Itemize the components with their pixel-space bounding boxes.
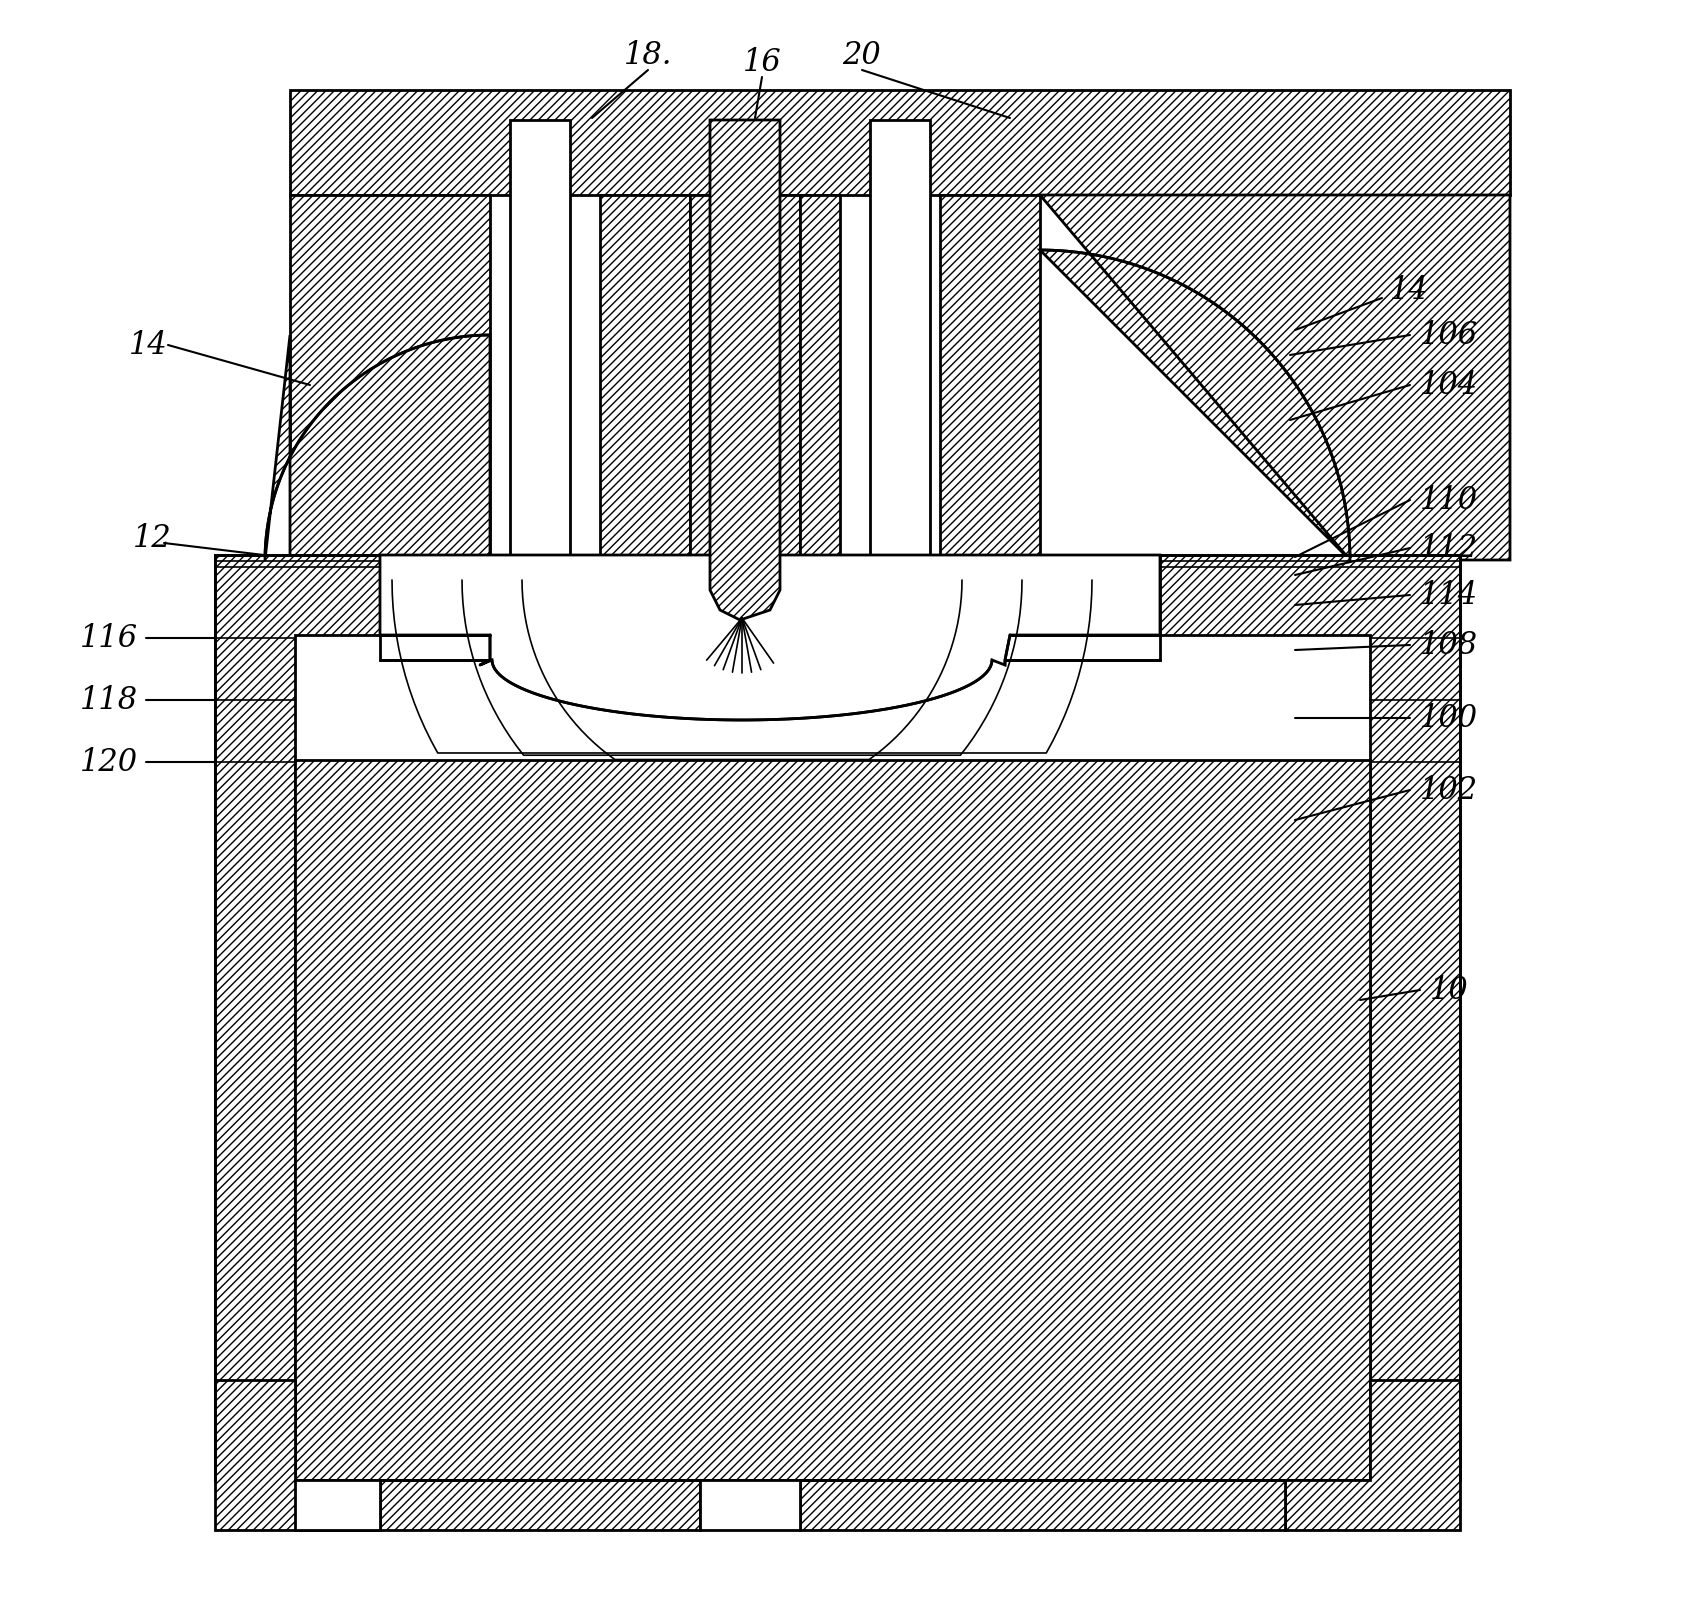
- Text: 112: 112: [1420, 533, 1477, 564]
- Polygon shape: [1039, 195, 1509, 560]
- Polygon shape: [380, 555, 1159, 634]
- Polygon shape: [489, 560, 600, 580]
- Polygon shape: [289, 195, 489, 560]
- Text: 120: 120: [79, 747, 138, 778]
- Text: 100: 100: [1420, 702, 1477, 734]
- Polygon shape: [1285, 1380, 1458, 1530]
- Text: 106: 106: [1420, 319, 1477, 351]
- Polygon shape: [380, 1480, 700, 1530]
- Text: 20: 20: [843, 40, 881, 71]
- Text: 114: 114: [1420, 580, 1477, 610]
- Polygon shape: [799, 1480, 1285, 1530]
- Text: 110: 110: [1420, 485, 1477, 515]
- Polygon shape: [294, 1480, 380, 1530]
- Polygon shape: [839, 560, 959, 580]
- Text: 12: 12: [133, 523, 172, 554]
- Polygon shape: [215, 555, 380, 1480]
- Text: 10: 10: [1430, 974, 1468, 1006]
- Polygon shape: [264, 335, 489, 560]
- Polygon shape: [289, 90, 1509, 195]
- Text: 108: 108: [1420, 630, 1477, 660]
- Polygon shape: [294, 760, 1369, 1480]
- Polygon shape: [489, 560, 1039, 634]
- Text: 18.: 18.: [624, 40, 671, 71]
- Polygon shape: [215, 1380, 380, 1530]
- Polygon shape: [799, 195, 839, 560]
- Text: 14: 14: [128, 330, 167, 361]
- Text: 16: 16: [742, 47, 780, 77]
- Text: 102: 102: [1420, 774, 1477, 805]
- Polygon shape: [710, 121, 779, 620]
- Text: 116: 116: [79, 623, 138, 654]
- Polygon shape: [380, 555, 1159, 720]
- Polygon shape: [940, 195, 1039, 560]
- Polygon shape: [510, 121, 570, 560]
- Polygon shape: [380, 634, 600, 660]
- Polygon shape: [900, 634, 1159, 660]
- Polygon shape: [1159, 555, 1458, 1480]
- Polygon shape: [690, 195, 799, 560]
- Polygon shape: [870, 121, 930, 560]
- Polygon shape: [600, 195, 690, 560]
- Text: 104: 104: [1420, 370, 1477, 401]
- Text: 118: 118: [79, 684, 138, 715]
- Text: 14: 14: [1389, 274, 1428, 306]
- Polygon shape: [700, 1480, 799, 1530]
